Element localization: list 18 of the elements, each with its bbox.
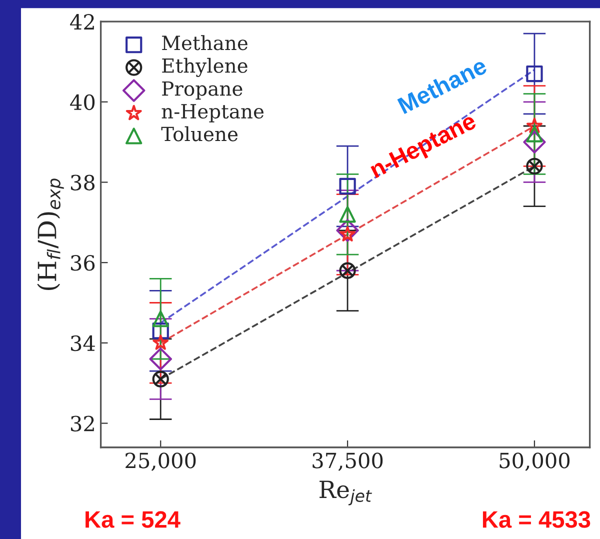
legend-label: Propane bbox=[162, 81, 242, 100]
y-axis-title: (H$_{fl}$/D)$_{exp}$ bbox=[37, 178, 64, 290]
legend-label: Toluene bbox=[161, 126, 238, 142]
x-tick-label: 25,000 bbox=[126, 452, 196, 471]
y-tick-label: 36 bbox=[71, 255, 95, 271]
x-axis-title: Re$_{jet}$ bbox=[320, 480, 372, 506]
x-tick-label: 50,000 bbox=[500, 452, 570, 471]
y-tick-label: 34 bbox=[71, 335, 95, 352]
y-tick-label: 32 bbox=[71, 416, 94, 432]
x-tick-label: 37,500 bbox=[312, 452, 383, 471]
text: Ka = 4533 bbox=[482, 511, 590, 528]
legend-label: n-Heptane bbox=[162, 104, 264, 122]
legend-label: Ethylene bbox=[162, 58, 248, 77]
legend-label: Methane bbox=[162, 35, 248, 50]
text: Ka = 524 bbox=[86, 511, 180, 528]
y-tick-label: 42 bbox=[70, 14, 94, 30]
y-tick-label: 40 bbox=[70, 94, 95, 110]
y-tick-label: 38 bbox=[71, 174, 95, 190]
